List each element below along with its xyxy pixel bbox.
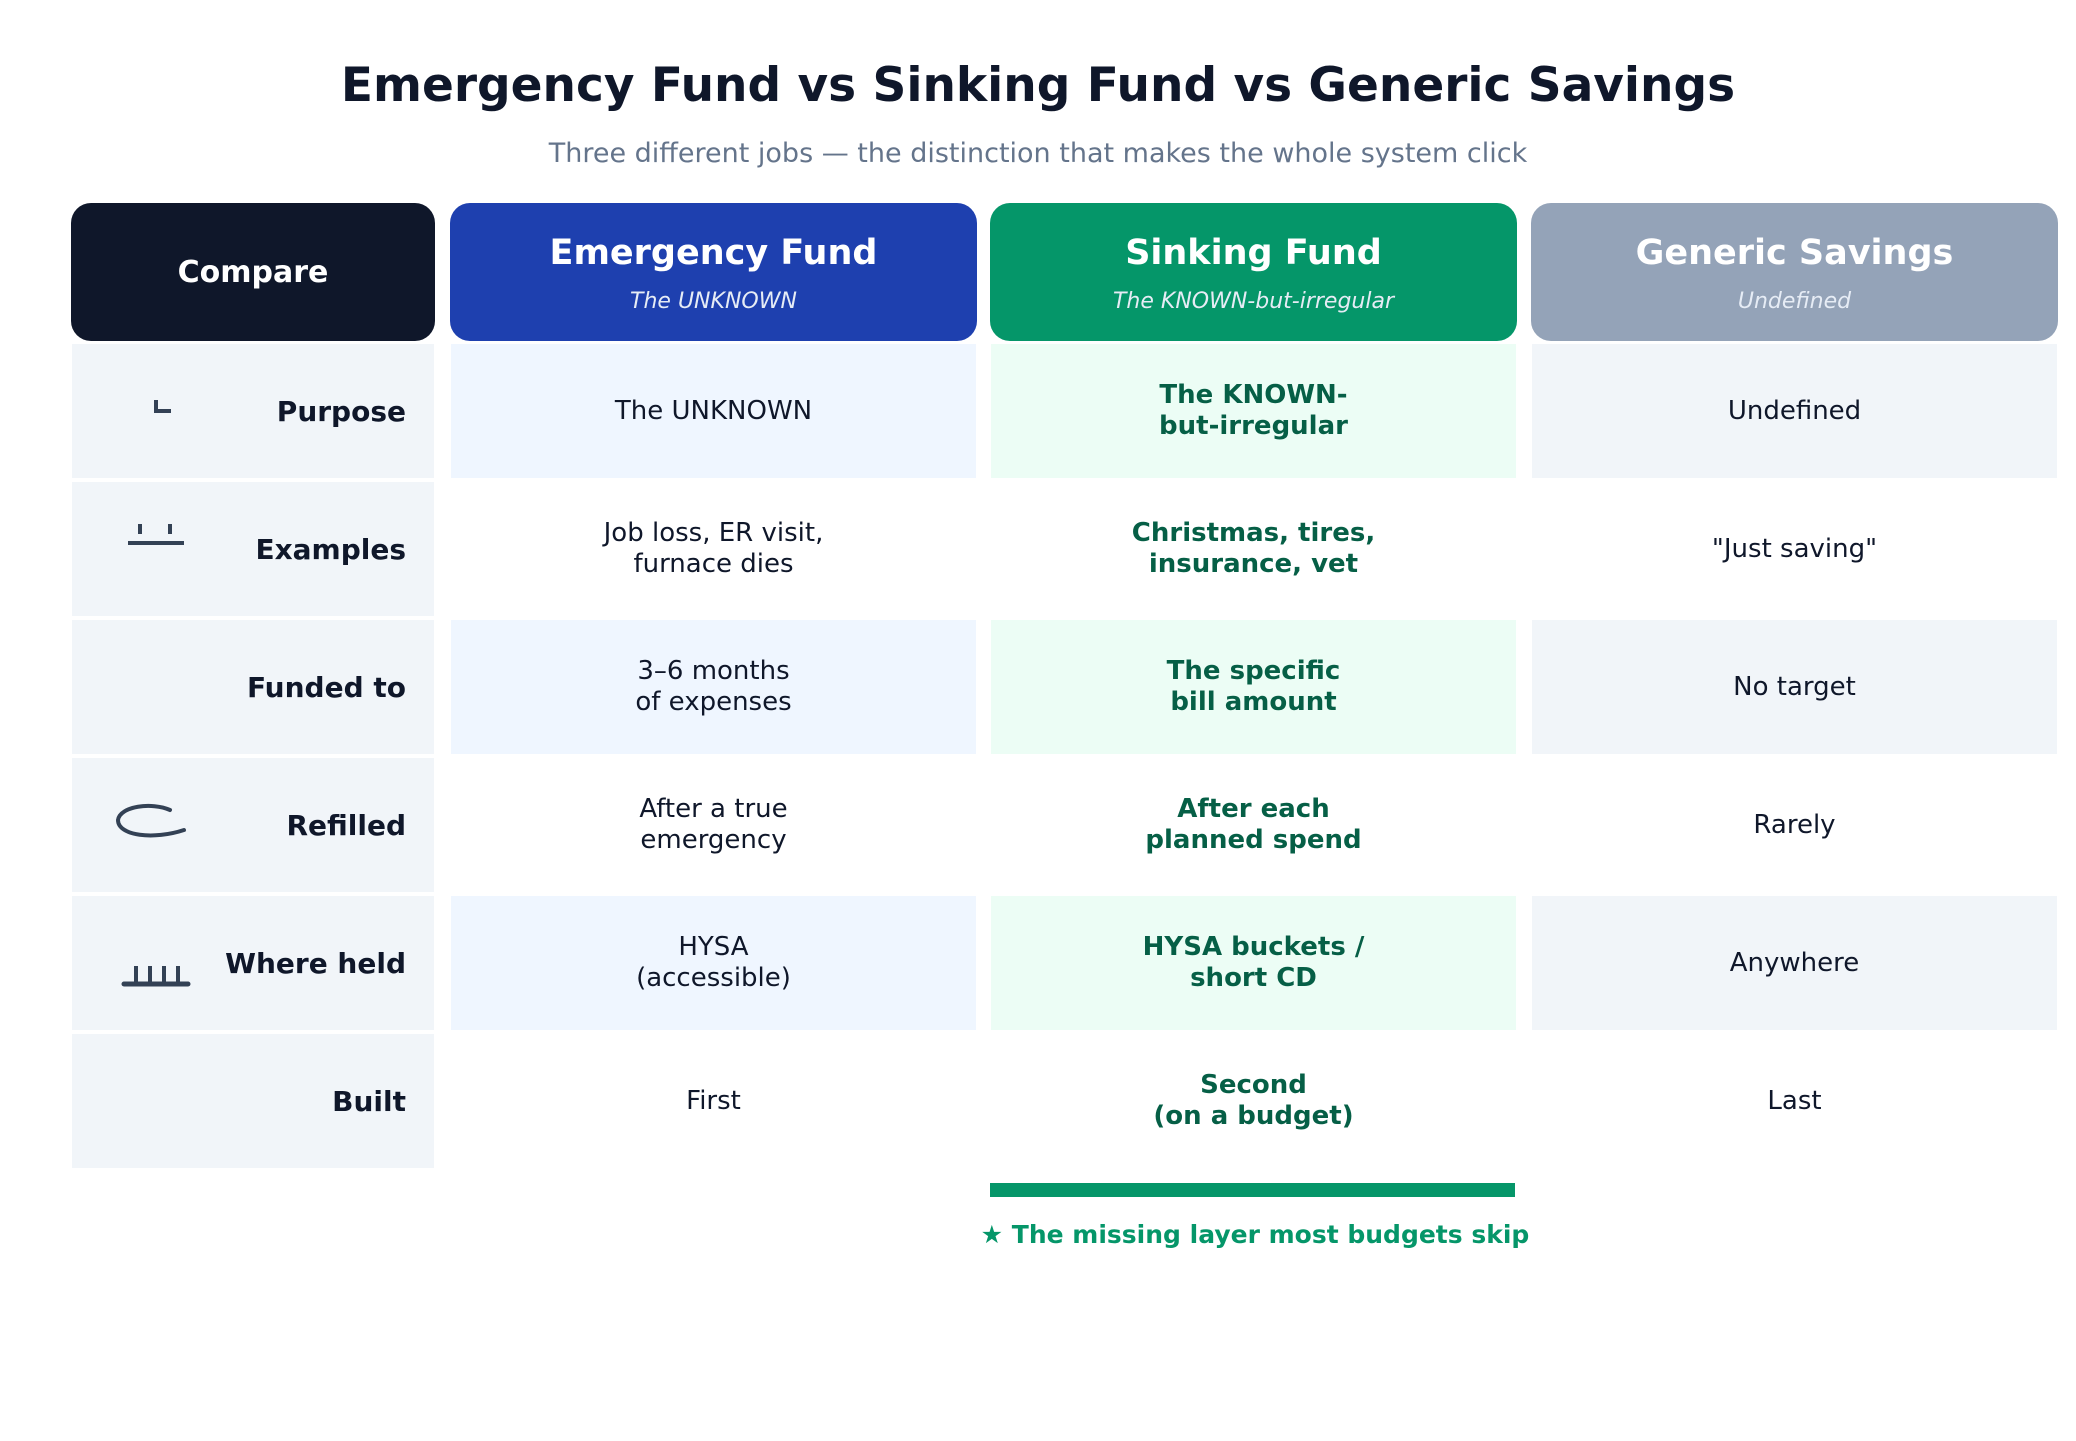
table-cell: No target — [1532, 620, 2057, 754]
bank-icon — [121, 966, 191, 987]
table-cell: Last — [1532, 1034, 2057, 1168]
row-label-funded-to: Funded to — [72, 620, 434, 754]
table-cell: After each planned spend — [991, 758, 1516, 892]
compare-header-label: Compare — [177, 254, 329, 290]
table-cell: Job loss, ER visit, furnace dies — [451, 482, 976, 616]
table-cell: First — [451, 1034, 976, 1168]
row-label-purpose: Purpose — [72, 344, 434, 478]
table-cell: HYSA buckets / short CD — [991, 896, 1516, 1030]
generic-savings-subtitle: Undefined — [1737, 289, 1852, 314]
table-cell: Rarely — [1532, 758, 2057, 892]
calendar-icon — [128, 524, 184, 545]
row-label-text: Refilled — [286, 808, 406, 842]
row-label-examples: Examples — [72, 482, 434, 616]
generic-savings-title: Generic Savings — [1635, 233, 1954, 273]
table-cell: 3–6 months of expenses — [451, 620, 976, 754]
emergency-fund-subtitle: The UNKNOWN — [630, 289, 797, 314]
corner-icon — [154, 400, 171, 413]
row-label-text: Where held — [225, 946, 406, 980]
row-label-text: Purpose — [276, 394, 406, 428]
row-label-text: Funded to — [246, 670, 406, 704]
sinking-fund-highlight-bar — [990, 1183, 1515, 1197]
emergency-fund-title: Emergency Fund — [549, 233, 878, 273]
table-cell: The UNKNOWN — [451, 344, 976, 478]
compare-header: Compare — [71, 203, 435, 341]
table-cell: Christmas, tires, insurance, vet — [991, 482, 1516, 616]
row-label-where-held: Where held — [72, 896, 434, 1030]
table-cell: The specific bill amount — [991, 620, 1516, 754]
page-title: Emergency Fund vs Sinking Fund vs Generi… — [340, 58, 1736, 113]
row-label-refilled: Refilled — [72, 758, 434, 892]
refresh-icon — [115, 803, 186, 838]
row-label-text: Examples — [255, 532, 406, 566]
page-subtitle: Three different jobs — the distinction t… — [548, 138, 1528, 169]
sinking-fund-title: Sinking Fund — [1125, 233, 1382, 273]
row-label-built: Built — [72, 1034, 434, 1168]
table-cell: After a true emergency — [451, 758, 976, 892]
row-label-text: Built — [332, 1084, 406, 1118]
generic-savings-header: Generic Savings Undefined — [1531, 203, 2058, 341]
sinking-fund-header: Sinking Fund The KNOWN-but-irregular — [990, 203, 1517, 341]
highlight-note: ★ The missing layer most budgets skip — [980, 1220, 1530, 1249]
emergency-fund-header: Emergency Fund The UNKNOWN — [450, 203, 977, 341]
table-cell: Undefined — [1532, 344, 2057, 478]
table-cell: The KNOWN- but-irregular — [991, 344, 1516, 478]
table-cell: HYSA (accessible) — [451, 896, 976, 1030]
sinking-fund-subtitle: The KNOWN-but-irregular — [1112, 289, 1394, 314]
table-cell: Anywhere — [1532, 896, 2057, 1030]
table-cell: "Just saving" — [1532, 482, 2057, 616]
table-cell: Second (on a budget) — [991, 1034, 1516, 1168]
